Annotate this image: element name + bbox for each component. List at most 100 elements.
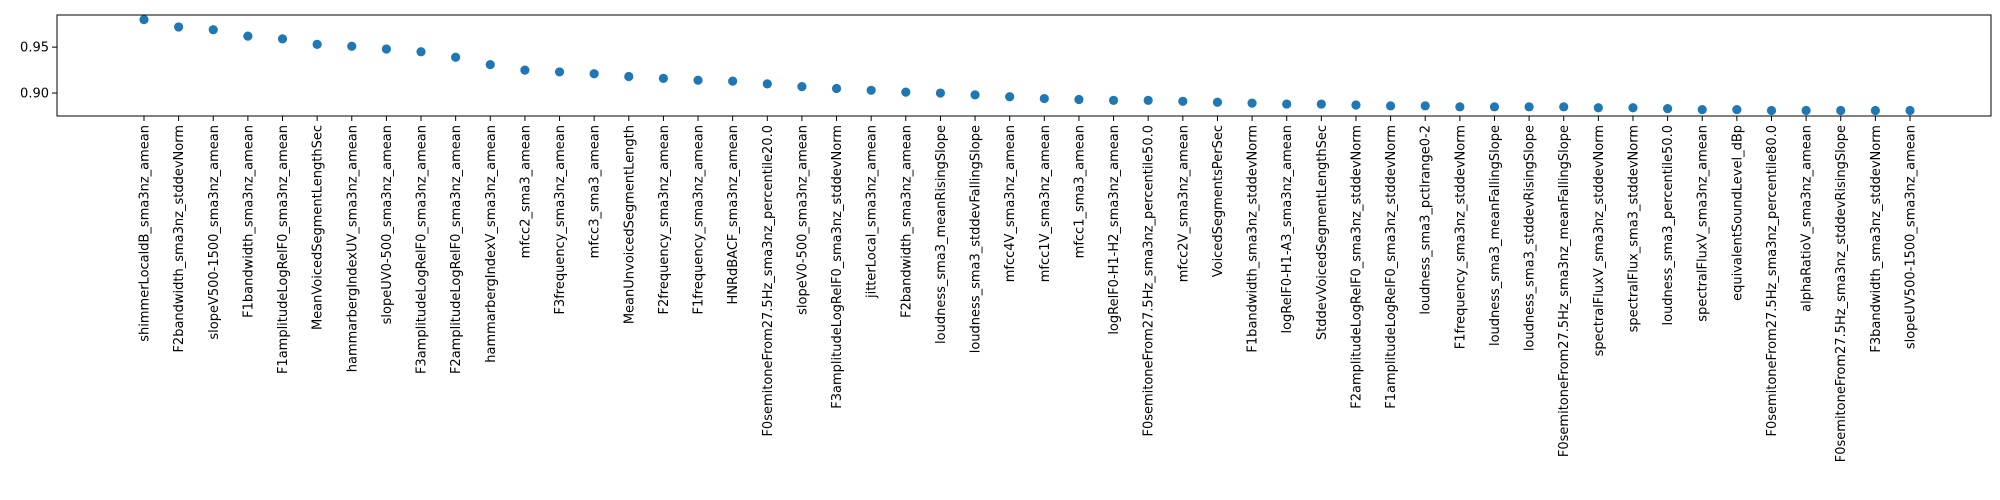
x-tick-label: F3bandwidth_sma3nz_stddevNorm (1869, 125, 1884, 353)
y-axis: 0.90 0.95 (20, 41, 57, 102)
data-point (1593, 103, 1603, 113)
data-point (139, 14, 149, 25)
x-tick-label: mfcc3_sma3_amean (588, 125, 603, 258)
x-tick-label: loudness_sma3_percentile50.0 (1661, 125, 1676, 325)
x-tick-label: MeanUnvoicedSegmentLength (622, 125, 637, 324)
x-tick-label: shimmerLocaldB_sma3nz_amean (138, 125, 153, 342)
x-tick-label: spectralFlux_sma3_stddevNorm (1626, 125, 1641, 332)
x-tick-label: F2frequency_sma3nz_amean (657, 125, 672, 315)
x-tick-label: VoicedSegmentsPerSec (1211, 125, 1226, 277)
data-point (1212, 97, 1223, 107)
x-tick-label: F1amplitudeLogRelF0_sma3nz_amean (276, 125, 291, 374)
x-tick-label: MeanVoicedSegmentLengthSec (311, 125, 326, 330)
data-point (381, 44, 391, 54)
data-point (243, 31, 253, 41)
data-point (1420, 101, 1430, 111)
data-point (1766, 105, 1777, 116)
data-point (1143, 95, 1153, 105)
data-point (762, 79, 772, 89)
x-tick-label: F0semitoneFrom27.5Hz_sma3nz_percentile50… (1142, 125, 1157, 437)
data-point (416, 47, 426, 57)
plot-area-frame (56, 14, 1992, 117)
x-tick-label: F2amplitudeLogRelF0_sma3nz_amean (449, 125, 464, 374)
x-tick-label: mfcc2V_sma3nz_amean (1176, 125, 1191, 282)
data-point (797, 82, 807, 92)
x-tick-label: hammarbergIndexUV_sma3nz_amean (345, 125, 360, 372)
x-axis: shimmerLocaldB_sma3nz_amean F2bandwidth_s… (138, 116, 1919, 462)
data-point (728, 76, 738, 86)
x-tick-label: F2amplitudeLogRelF0_sma3nz_stddevNorm (1349, 125, 1364, 409)
data-point (347, 41, 357, 51)
data-point (1697, 104, 1707, 115)
x-tick-label: alphaRatioV_sma3nz_amean (1800, 125, 1815, 312)
x-tick-label: F0semitoneFrom27.5Hz_sma3nz_meanFallingS… (1557, 125, 1572, 457)
x-tick-label: F3amplitudeLogRelF0_sma3nz_amean (415, 125, 430, 374)
x-tick-label: F0semitoneFrom27.5Hz_sma3nz_percentile20… (761, 125, 776, 437)
x-tick-label: F1frequency_sma3nz_amean (692, 125, 707, 315)
x-tick-label: F1bandwidth_sma3nz_stddevNorm (1246, 125, 1261, 353)
y-tick-label: 0.90 (20, 87, 49, 102)
data-point (312, 39, 322, 49)
x-tick-label: hammarbergIndexV_sma3nz_amean (484, 125, 499, 363)
data-point (485, 59, 495, 70)
data-point (658, 73, 669, 83)
data-point (935, 88, 946, 98)
data-point (1489, 102, 1500, 112)
x-tick-label: mfcc2_sma3_amean (518, 125, 533, 258)
data-point (208, 25, 218, 35)
data-point (1039, 93, 1049, 104)
x-tick-label: F1frequency_sma3nz_stddevNorm (1453, 125, 1468, 349)
data-point (1005, 92, 1015, 102)
data-point (1905, 105, 1915, 116)
data-point (174, 22, 184, 32)
data-point (1801, 105, 1811, 116)
data-point (1663, 104, 1673, 114)
data-point (831, 83, 842, 94)
data-point (866, 85, 876, 95)
x-tick-label: loudness_sma3_meanRisingSlope (934, 125, 949, 344)
data-point (1732, 104, 1742, 115)
data-points (139, 14, 1915, 116)
x-tick-label: slopeUV0-500_sma3nz_amean (380, 125, 395, 324)
data-point (1247, 98, 1257, 108)
data-point (1836, 105, 1846, 116)
data-point (624, 71, 634, 82)
data-point (1351, 100, 1361, 110)
data-point (693, 75, 703, 85)
x-tick-label: F0semitoneFrom27.5Hz_sma3nz_stddevRising… (1834, 125, 1849, 462)
x-tick-label: logRelF0-H1-A3_sma3nz_amean (1280, 125, 1295, 334)
x-tick-label: equivalentSoundLevel_dBp (1730, 125, 1745, 301)
data-point (1178, 96, 1188, 106)
data-point (1316, 99, 1326, 109)
data-point (1282, 99, 1292, 109)
x-tick-label: jitterLocal_sma3nz_amean (865, 125, 880, 299)
data-point (520, 65, 530, 75)
x-tick-label: logRelF0-H1-H2_sma3nz_amean (1107, 125, 1122, 335)
x-tick-label: mfcc4V_sma3nz_amean (1003, 125, 1018, 282)
data-point (1628, 103, 1638, 113)
x-tick-label: spectralFluxV_sma3nz_amean (1696, 125, 1711, 322)
y-tick-label: 0.95 (20, 41, 49, 56)
data-point (970, 90, 980, 100)
data-point (1074, 94, 1084, 105)
data-point (277, 34, 288, 44)
x-tick-label: spectralFluxV_sma3nz_stddevNorm (1592, 125, 1607, 356)
data-point (1455, 102, 1465, 112)
data-point (1108, 95, 1119, 105)
x-tick-label: loudness_sma3_meanFallingSlope (1488, 125, 1503, 346)
x-tick-label: F3frequency_sma3nz_amean (553, 125, 568, 315)
x-tick-label: F1bandwidth_sma3nz_amean (241, 125, 256, 318)
x-tick-label: loudness_sma3_stddevFallingSlope (969, 125, 984, 353)
x-tick-label: F2bandwidth_sma3nz_amean (899, 125, 914, 318)
data-point (554, 67, 565, 77)
data-point (1524, 102, 1534, 112)
x-tick-label: loudness_sma3_stddevRisingSlope (1523, 125, 1538, 351)
x-tick-label: mfcc1_sma3_amean (1072, 125, 1087, 258)
data-point (1559, 102, 1569, 112)
x-tick-label: F1amplitudeLogRelF0_sma3nz_stddevNorm (1384, 125, 1399, 409)
x-tick-label: slopeV500-1500_sma3nz_amean (207, 125, 222, 340)
x-tick-label: slopeUV500-1500_sma3nz_amean (1904, 125, 1919, 349)
x-tick-label: mfcc1V_sma3nz_amean (1038, 125, 1053, 282)
x-tick-label: F0semitoneFrom27.5Hz_sma3nz_percentile80… (1765, 125, 1780, 437)
